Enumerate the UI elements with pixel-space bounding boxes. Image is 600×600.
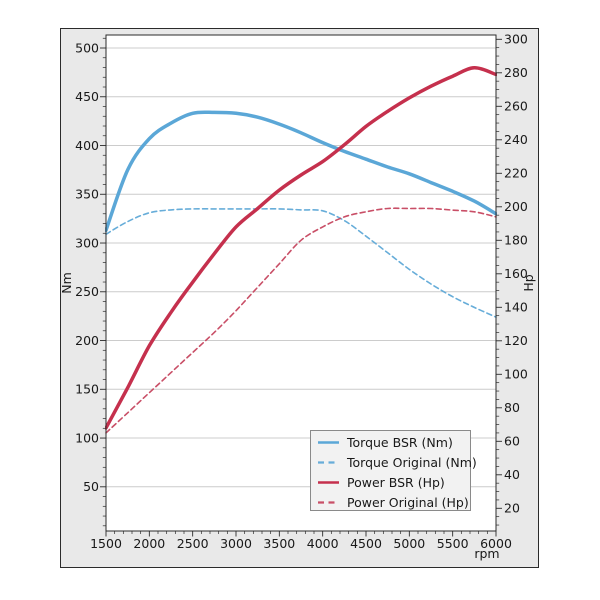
curve-power-bsr-hp: [105, 66, 497, 430]
y-right-tick-label: 200: [504, 199, 528, 214]
y-right-tick-label: 140: [504, 300, 528, 315]
x-tick-label: 6000: [480, 536, 512, 551]
x-tick-label: 4500: [350, 536, 382, 551]
x-tick-label: 5500: [437, 536, 469, 551]
legend-label-torque-bsr: Torque BSR (Nm): [346, 435, 453, 450]
x-tick-label: 3000: [220, 536, 252, 551]
y-left-tick-label: 450: [75, 89, 99, 104]
curve-torque-bsr-nm: [105, 110, 497, 233]
y-right-tick-label: 280: [504, 65, 528, 80]
legend-label-torque-original: Torque Original (Nm): [346, 455, 477, 470]
y-left-tick-label: 500: [75, 40, 99, 55]
y-right-tick-label: 220: [504, 166, 528, 181]
legend-label-power-bsr: Power BSR (Hp): [347, 475, 445, 490]
legend: Torque BSR (Nm) Torque Original (Nm) Power…: [310, 430, 477, 511]
curves: [105, 66, 497, 434]
y-right-tick-label: 240: [504, 132, 528, 147]
y-left-tick-label: 50: [83, 479, 99, 494]
y-left-tick-label: 100: [75, 430, 99, 445]
legend-box: [310, 430, 471, 511]
y-left-tick-label: 250: [75, 284, 99, 299]
y-right-tick-label: 260: [504, 99, 528, 114]
x-tick-label: 1500: [90, 536, 122, 551]
y-right-axis-title: Hp: [521, 274, 536, 291]
x-tick-label: 2000: [133, 536, 165, 551]
y-left-tick-label: 350: [75, 187, 99, 202]
y-left-tick-label: 300: [75, 235, 99, 250]
y-right-tick-label: 160: [504, 266, 528, 281]
curve-power-original-hp: [105, 207, 497, 434]
curve-torque-original-nm: [105, 208, 497, 318]
y-right-tick-label: 100: [504, 367, 528, 382]
x-tick-label: 5000: [393, 536, 425, 551]
x-axis: 1500 2000 2500 3000 3500 4000 4500 5000 5500 6000: [90, 531, 512, 551]
plot-border: [105, 34, 497, 532]
y-left-tick-label: 400: [75, 138, 99, 153]
gridlines: [106, 47, 496, 488]
y-right-tick-label: 80: [504, 400, 520, 415]
y-right-tick-label: 300: [504, 32, 528, 47]
x-tick-label: 3500: [263, 536, 295, 551]
legend-label-power-original: Power Original (Hp): [347, 495, 469, 510]
y-right-tick-label: 120: [504, 333, 528, 348]
y-right-tick-label: 180: [504, 233, 528, 248]
y-axis-right: 20 40 60 80 100 120 140 160 180 200 220 240 260 280 30…: [496, 32, 528, 526]
x-tick-label: 2500: [177, 536, 209, 551]
y-right-tick-label: 60: [504, 434, 520, 449]
y-axis-left: 50 100 150 200 250 300 350 400 450 500: [75, 37, 106, 527]
y-right-tick-label: 40: [504, 467, 520, 482]
x-axis-title: rpm: [474, 546, 499, 561]
y-left-tick-label: 150: [75, 382, 99, 397]
y-left-tick-label: 200: [75, 333, 99, 348]
x-tick-label: 4000: [307, 536, 339, 551]
y-left-axis-title: Nm: [59, 272, 74, 294]
y-right-tick-label: 20: [504, 501, 520, 516]
